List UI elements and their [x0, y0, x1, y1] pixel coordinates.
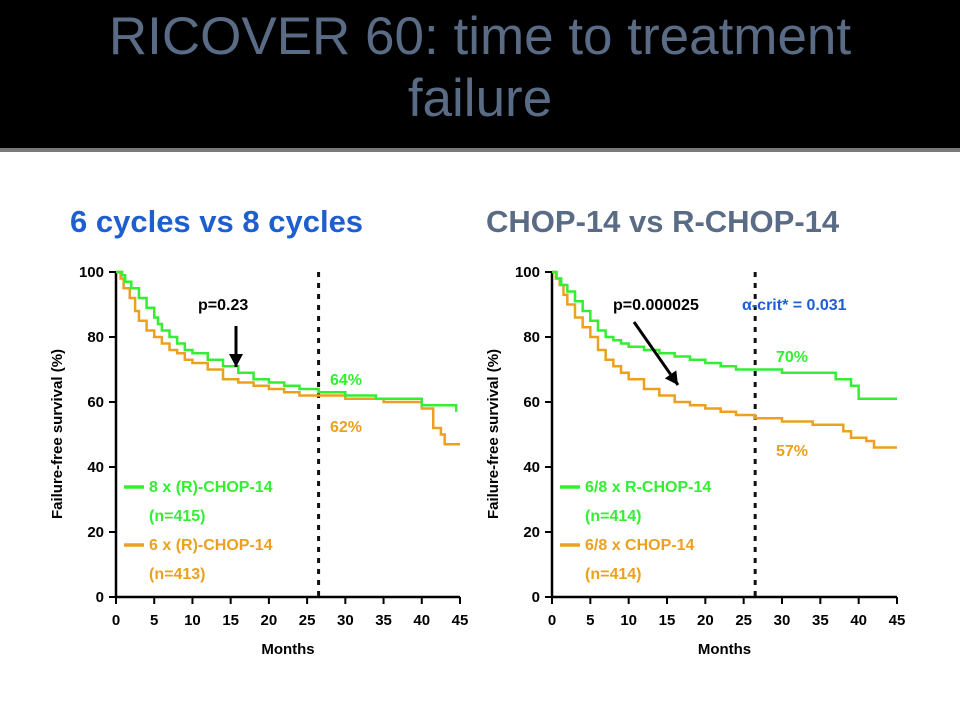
y-tick-label: 60 — [523, 394, 540, 411]
series-line-orange — [116, 270, 460, 446]
x-tick-label: 35 — [812, 612, 829, 629]
x-tick-label: 30 — [337, 612, 354, 629]
title-bar: RICOVER 60: time to treatment failure — [0, 0, 960, 152]
legend-label: 8 x (R)-CHOP-14 — [149, 479, 273, 496]
x-tick-label: 0 — [112, 612, 120, 629]
legend-label: 6/8 x R-CHOP-14 — [585, 479, 711, 496]
y-tick-label: 80 — [87, 329, 104, 346]
alpha-crit-label: α-crit* = 0.031 — [742, 297, 847, 314]
y-tick-label: 20 — [87, 524, 104, 541]
y-tick-label: 60 — [87, 394, 104, 411]
y-tick-label: 40 — [523, 459, 540, 476]
y-tick-label: 80 — [523, 329, 540, 346]
slide-title: RICOVER 60: time to treatment failure — [108, 7, 852, 128]
left-panel-heading: 6 cycles vs 8 cycles — [70, 204, 364, 239]
x-tick-label: 15 — [222, 612, 239, 629]
x-tick-label: 30 — [774, 612, 791, 629]
y-axis-label: Failure-free survival (%) — [485, 349, 502, 519]
legend-label: 6/8 x CHOP-14 — [585, 537, 694, 554]
y-tick-label: 0 — [532, 589, 540, 606]
x-tick-label: 10 — [184, 612, 201, 629]
x-tick-label: 45 — [452, 612, 469, 629]
p-value-label: p=0.000025 — [613, 297, 699, 314]
x-tick-label: 40 — [850, 612, 867, 629]
y-tick-label: 20 — [523, 524, 540, 541]
x-tick-label: 0 — [548, 612, 556, 629]
right-panel-heading: CHOP-14 vs R-CHOP-14 — [486, 204, 840, 239]
x-tick-label: 5 — [150, 612, 158, 629]
end-label-bottom: 57% — [776, 443, 808, 460]
x-axis-label: Months — [261, 641, 314, 658]
series-line-green — [116, 270, 458, 412]
x-tick-label: 40 — [413, 612, 430, 629]
x-tick-label: 15 — [659, 612, 676, 629]
legend-n-label: (n=415) — [149, 508, 205, 525]
x-axis-label: Months — [698, 641, 751, 658]
y-tick-label: 0 — [96, 589, 104, 606]
legend-label: 6 x (R)-CHOP-14 — [149, 537, 273, 554]
legend-n-label: (n=413) — [149, 566, 205, 583]
series-line-orange — [552, 270, 897, 449]
x-tick-label: 20 — [697, 612, 714, 629]
title-underline — [0, 148, 960, 152]
x-tick-label: 25 — [299, 612, 316, 629]
x-tick-label: 25 — [735, 612, 752, 629]
series-line-green — [552, 270, 897, 400]
arrow-head — [664, 370, 678, 385]
x-tick-label: 5 — [586, 612, 594, 629]
end-label-top: 64% — [330, 372, 362, 389]
y-tick-label: 100 — [515, 264, 540, 281]
end-label-top: 70% — [776, 349, 808, 366]
x-tick-label: 10 — [620, 612, 637, 629]
x-tick-label: 45 — [889, 612, 906, 629]
p-value-label: p=0.23 — [198, 297, 248, 314]
x-tick-label: 35 — [375, 612, 392, 629]
arrow-head — [229, 354, 243, 367]
legend-n-label: (n=414) — [585, 508, 641, 525]
legend-n-label: (n=414) — [585, 566, 641, 583]
y-tick-label: 40 — [87, 459, 104, 476]
end-label-bottom: 62% — [330, 419, 362, 436]
y-tick-label: 100 — [79, 264, 104, 281]
x-tick-label: 20 — [261, 612, 278, 629]
y-axis-label: Failure-free survival (%) — [49, 349, 66, 519]
